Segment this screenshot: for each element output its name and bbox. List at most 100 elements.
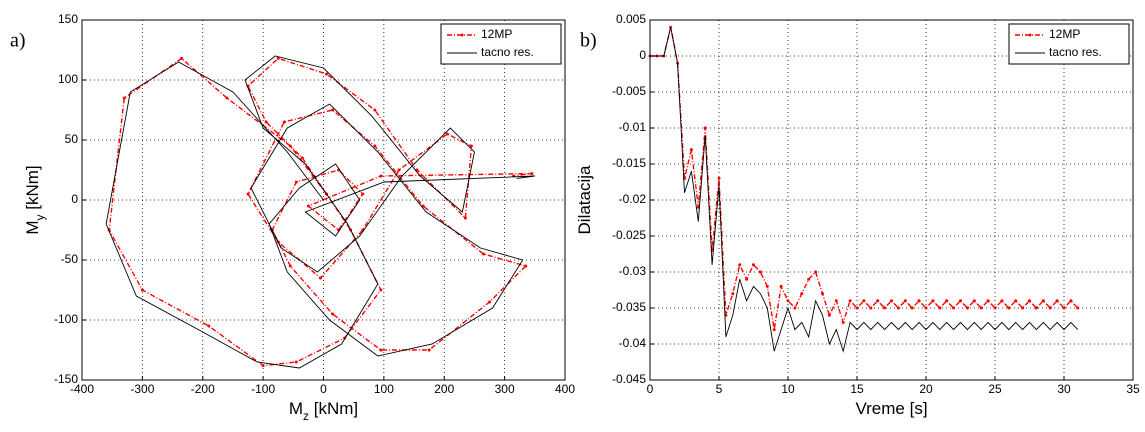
axis-label: My [kNm] bbox=[23, 165, 47, 234]
axis-label-part: [kNm] bbox=[23, 165, 42, 214]
legend-marker bbox=[1028, 33, 1032, 37]
series-marker bbox=[1034, 306, 1038, 310]
series-marker bbox=[180, 56, 184, 60]
series-marker bbox=[379, 174, 383, 178]
y-tick-label: -150 bbox=[54, 372, 78, 386]
series-marker bbox=[986, 299, 990, 303]
series-marker bbox=[246, 192, 250, 196]
series-marker bbox=[848, 299, 852, 303]
series-marker bbox=[896, 306, 900, 310]
axis-label: Dilatacija bbox=[575, 165, 594, 235]
axes-frame bbox=[81, 19, 566, 381]
y-tick-label: 0.005 bbox=[616, 12, 646, 26]
series-marker bbox=[758, 270, 762, 274]
series-marker bbox=[938, 306, 942, 310]
axis-label: Mz [kNm] bbox=[289, 399, 358, 423]
x-tick-label: 25 bbox=[988, 382, 1002, 396]
legend-label: 12MP bbox=[1049, 27, 1080, 41]
series-marker bbox=[910, 306, 914, 310]
series-marker bbox=[834, 299, 838, 303]
series-marker bbox=[1062, 306, 1066, 310]
series-marker bbox=[397, 168, 401, 172]
y-tick-label: 100 bbox=[58, 72, 78, 86]
panel-label: b) bbox=[580, 30, 597, 52]
series-marker bbox=[903, 299, 907, 303]
legend-label: tacno res. bbox=[481, 45, 534, 59]
x-tick-label: 30 bbox=[1057, 382, 1071, 396]
legend-label: tacno res. bbox=[1049, 45, 1102, 59]
y-tick-label: -0.005 bbox=[612, 84, 646, 98]
series-marker bbox=[772, 328, 776, 332]
series-marker bbox=[869, 306, 873, 310]
x-tick-label: 15 bbox=[850, 382, 864, 396]
series-marker bbox=[294, 180, 298, 184]
series-line bbox=[108, 57, 532, 367]
series-marker bbox=[931, 299, 935, 303]
series-marker bbox=[979, 306, 983, 310]
series-line bbox=[105, 55, 535, 369]
x-tick-label: 100 bbox=[374, 382, 394, 396]
y-tick-label: 0 bbox=[71, 192, 78, 206]
x-tick-label: 20 bbox=[919, 382, 933, 396]
series-marker bbox=[945, 299, 949, 303]
x-tick-label: -300 bbox=[130, 382, 154, 396]
series-marker bbox=[379, 348, 383, 352]
series-marker bbox=[1076, 306, 1080, 310]
series-marker bbox=[276, 56, 280, 60]
series-marker bbox=[373, 144, 377, 148]
axis-label-part: [kNm] bbox=[309, 399, 358, 418]
series-marker bbox=[318, 276, 322, 280]
series-marker bbox=[225, 96, 229, 100]
series-marker bbox=[807, 277, 811, 281]
series-marker bbox=[1055, 299, 1059, 303]
y-tick-label: -50 bbox=[61, 252, 79, 266]
series-marker bbox=[331, 108, 335, 112]
series-marker bbox=[1048, 306, 1052, 310]
series-marker bbox=[325, 72, 329, 76]
series-marker bbox=[1007, 306, 1011, 310]
series-marker bbox=[1069, 299, 1073, 303]
y-tick-label: 150 bbox=[58, 12, 78, 26]
series-marker bbox=[972, 299, 976, 303]
series-marker bbox=[122, 96, 126, 100]
series-marker bbox=[821, 292, 824, 296]
y-tick-label: -100 bbox=[54, 312, 78, 326]
x-tick-label: 0 bbox=[320, 382, 327, 396]
series-marker bbox=[288, 264, 292, 268]
y-tick-label: -0.04 bbox=[619, 336, 647, 350]
series-marker bbox=[427, 348, 431, 352]
series-marker bbox=[993, 306, 997, 310]
series-marker bbox=[300, 156, 304, 160]
series-marker bbox=[379, 288, 383, 292]
series-marker bbox=[524, 264, 528, 268]
series-marker bbox=[373, 108, 377, 112]
series-marker bbox=[876, 299, 880, 303]
series-line bbox=[650, 27, 1079, 353]
series-marker bbox=[855, 306, 859, 310]
series-marker bbox=[1041, 299, 1045, 303]
series-marker bbox=[793, 306, 797, 310]
series-marker bbox=[883, 306, 887, 310]
series-marker bbox=[890, 299, 893, 303]
series-marker bbox=[530, 172, 534, 176]
series-marker bbox=[1014, 299, 1018, 303]
series-marker bbox=[862, 299, 866, 303]
series-marker bbox=[765, 284, 769, 288]
series-marker bbox=[738, 263, 742, 267]
series-marker bbox=[689, 148, 693, 152]
legend-marker bbox=[460, 33, 464, 37]
y-tick-label: -0.03 bbox=[619, 264, 647, 278]
series-marker bbox=[965, 306, 969, 310]
y-tick-label: -0.045 bbox=[612, 372, 646, 386]
axis-label-part: y bbox=[33, 214, 47, 220]
x-tick-label: 0 bbox=[647, 382, 654, 396]
y-tick-label: -0.01 bbox=[619, 120, 647, 134]
axis-label-part: Dilatacija bbox=[575, 165, 594, 235]
series-marker bbox=[814, 270, 818, 274]
y-tick-label: -0.025 bbox=[612, 228, 646, 242]
series-marker bbox=[959, 299, 962, 303]
legend-label: 12MP bbox=[481, 27, 512, 41]
x-tick-label: 35 bbox=[1126, 382, 1140, 396]
series-marker bbox=[264, 120, 268, 124]
